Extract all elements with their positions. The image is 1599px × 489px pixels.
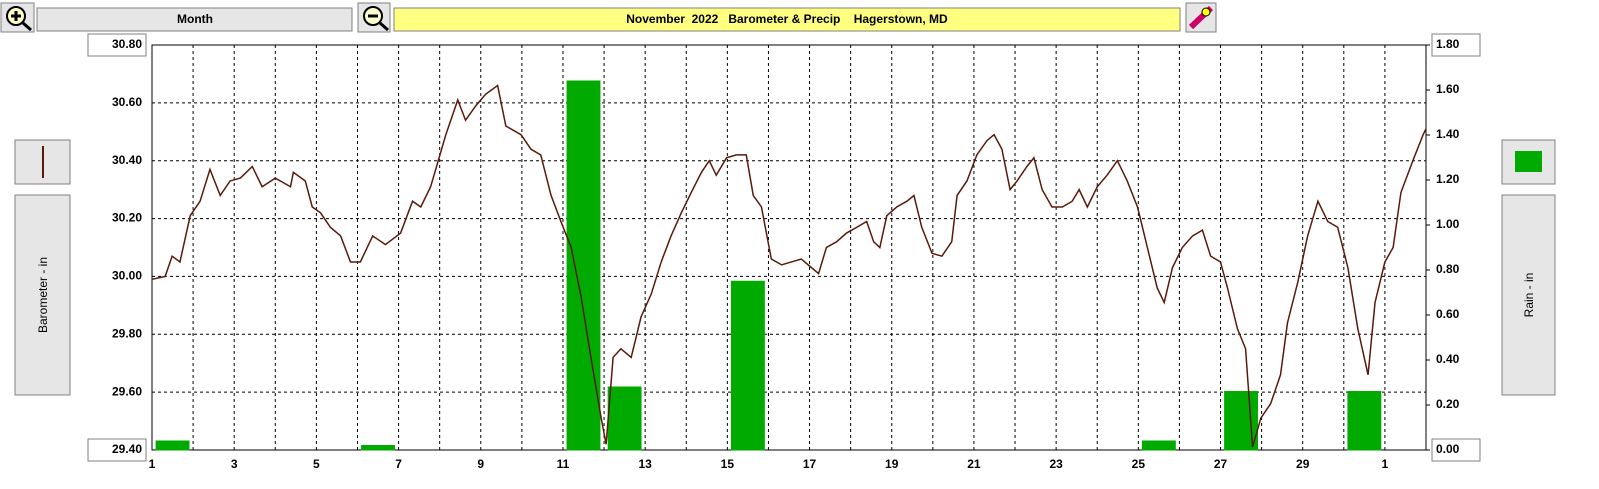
y2-tick-box bbox=[1431, 33, 1481, 57]
rain-bar bbox=[1347, 391, 1382, 451]
y-tick-label: 30.40 bbox=[112, 153, 142, 167]
zoom-out-icon[interactable] bbox=[379, 21, 389, 32]
chart-title: November 2022 Barometer & Precip Hagerst… bbox=[626, 12, 948, 26]
x-tick-label: 1 bbox=[1382, 457, 1389, 471]
y-tick-label: 30.60 bbox=[112, 95, 142, 109]
y-axis-label-box bbox=[14, 194, 71, 396]
y-tick-box bbox=[87, 438, 147, 462]
x-tick-label: 19 bbox=[885, 457, 899, 471]
y2-axis-label: Rain - in bbox=[1522, 273, 1536, 318]
y2-tick-box bbox=[1431, 438, 1481, 462]
rain-bar bbox=[566, 80, 601, 451]
rain-bar bbox=[155, 440, 190, 451]
y-tick-label: 30.20 bbox=[112, 211, 142, 225]
rain-bar bbox=[361, 445, 395, 451]
y2-tick-label: 0.20 bbox=[1436, 397, 1460, 411]
print-icon[interactable] bbox=[1201, 7, 1211, 17]
x-tick-label: 15 bbox=[721, 457, 735, 471]
y2-tick-label: 0.60 bbox=[1436, 307, 1460, 321]
title-bar bbox=[393, 7, 1181, 32]
plot-area bbox=[151, 44, 1427, 451]
x-tick-label: 7 bbox=[395, 457, 402, 471]
y-tick-label: 30.00 bbox=[112, 269, 142, 283]
bar-legend-icon bbox=[1515, 151, 1542, 172]
x-tick-label: 5 bbox=[313, 457, 320, 471]
y-tick-label: 29.40 bbox=[112, 442, 142, 456]
zoom-out-button[interactable] bbox=[357, 2, 391, 33]
x-tick-label: 29 bbox=[1296, 457, 1310, 471]
x-tick-label: 11 bbox=[557, 457, 570, 471]
y2-tick-label: 1.40 bbox=[1436, 127, 1460, 141]
x-tick-label: 21 bbox=[967, 457, 981, 471]
x-tick-label: 25 bbox=[1132, 457, 1146, 471]
y-axis-label: Barometer - in bbox=[36, 257, 50, 333]
y2-tick-label: 1.00 bbox=[1436, 217, 1460, 231]
y2-tick-label: 0.40 bbox=[1436, 352, 1460, 366]
rain-bar bbox=[607, 386, 642, 451]
y-tick-label: 30.80 bbox=[112, 37, 142, 51]
y-tick-label: 29.60 bbox=[112, 384, 142, 398]
x-tick-label: 9 bbox=[477, 457, 484, 471]
rain-bar bbox=[1141, 440, 1176, 451]
zoom-in-button[interactable] bbox=[0, 2, 35, 33]
barometer-line bbox=[151, 84, 1427, 448]
x-tick-label: 1 bbox=[149, 457, 156, 471]
period-button[interactable] bbox=[36, 7, 353, 32]
y2-tick-label: 1.80 bbox=[1436, 37, 1460, 51]
print-button[interactable] bbox=[1185, 2, 1217, 33]
y2-axis-label-box bbox=[1501, 194, 1556, 396]
y-tick-label: 29.80 bbox=[112, 326, 142, 340]
x-tick-label: 13 bbox=[638, 457, 652, 471]
x-tick-label: 17 bbox=[803, 457, 817, 471]
y2-tick-label: 0.80 bbox=[1436, 262, 1460, 276]
x-tick-label: 23 bbox=[1049, 457, 1063, 471]
rain-bar bbox=[730, 280, 765, 451]
y2-tick-label: 1.20 bbox=[1436, 172, 1460, 186]
zoom-in-icon[interactable] bbox=[22, 21, 32, 32]
period-label[interactable]: Month bbox=[177, 12, 213, 26]
y2-tick-label: 0.00 bbox=[1436, 442, 1460, 456]
x-tick-label: 3 bbox=[231, 457, 238, 471]
y2-tick-label: 1.60 bbox=[1436, 82, 1460, 96]
y-tick-box bbox=[87, 33, 147, 57]
x-tick-label: 27 bbox=[1214, 457, 1228, 471]
